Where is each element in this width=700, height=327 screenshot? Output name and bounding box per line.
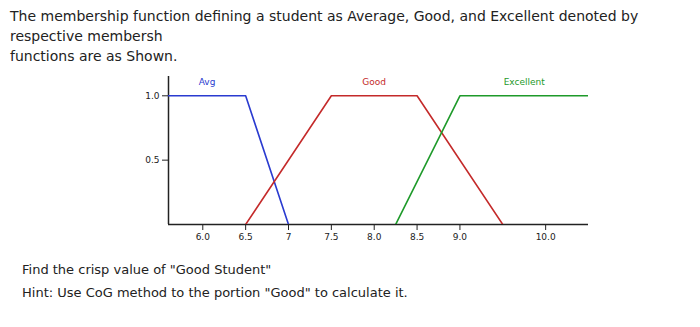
svg-text:Good: Good (362, 77, 386, 87)
html-text:Find the crisp value of "Good: Find the crisp value of "Good Student" (22, 262, 272, 277)
svg-text:Excellent: Excellent (504, 77, 546, 87)
svg-text:Avg: Avg (199, 77, 216, 87)
svg-text:6.0: 6.0 (196, 232, 211, 242)
svg-text:8.5: 8.5 (410, 232, 424, 242)
svg-text:10.0: 10.0 (536, 232, 556, 242)
svg-text:8.0: 8.0 (367, 232, 382, 242)
svg-text:7: 7 (286, 232, 292, 242)
svg-text:1.0: 1.0 (145, 91, 160, 101)
svg-text:0.5: 0.5 (145, 155, 159, 165)
html-text:Hint: Use CoG method to the po: Hint: Use CoG method to the portion "Goo… (22, 285, 408, 300)
svg-text:7.5: 7.5 (324, 232, 338, 242)
html-text:The membership function defini: The membership function defining a stude… (10, 8, 639, 64)
svg-text:9.0: 9.0 (453, 232, 468, 242)
svg-text:6.5: 6.5 (238, 232, 252, 242)
